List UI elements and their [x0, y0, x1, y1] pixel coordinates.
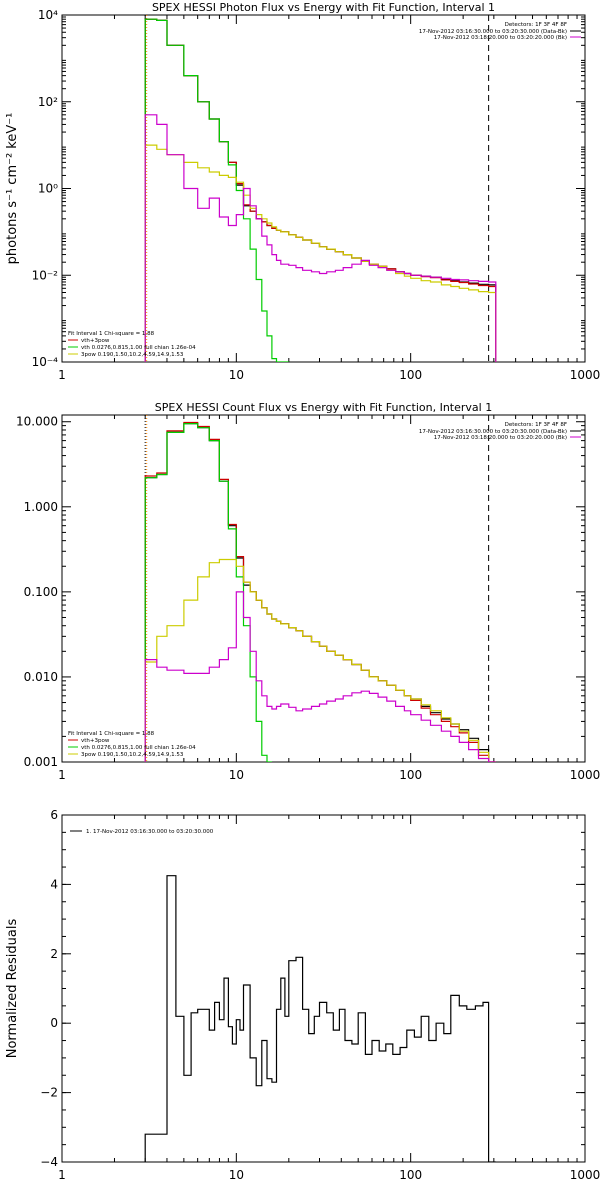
y-tick-label: 10⁻²	[32, 268, 59, 282]
series-line-3	[144, 423, 272, 762]
chart-title: SPEX HESSI Count Flux vs Energy with Fit…	[155, 401, 492, 414]
x-tick-label: 1	[58, 1168, 66, 1182]
chart-title: SPEX HESSI Photon Flux vs Energy with Fi…	[152, 1, 495, 14]
legend-entry: 17-Nov-2012 03:16:30.000 to 03:20:30.000…	[419, 429, 567, 435]
legend-entry: 17-Nov-2012 03:16:30.000 to 03:20:30.000…	[419, 29, 567, 35]
x-tick-label: 1	[58, 368, 66, 382]
legend-entry: 17-Nov-2012 03:18:20.000 to 03:20:20.000…	[434, 435, 567, 441]
legend-entry: 1. 17-Nov-2012 03:16:30.000 to 03:20:30.…	[86, 829, 214, 835]
series-line-5	[144, 591, 496, 762]
series-line-4	[144, 144, 497, 362]
chart-panel-2: SPEX HESSI Count Flux vs Energy with Fit…	[16, 401, 600, 782]
y-tick-label: 0.100	[24, 585, 58, 599]
detectors-label: Detectors: 1F 3F 4F 8F	[505, 22, 567, 28]
legend-entry: 3pow 0.190,1.50,10.2,4.59,14.9,1.53	[81, 352, 184, 358]
x-tick-label: 10	[229, 768, 244, 782]
series-line-5	[144, 114, 497, 362]
x-tick-label: 100	[399, 768, 422, 782]
y-tick-label: 0.001	[24, 755, 58, 769]
legend-entry: vth 0.0276,0.815,1.00 full chian 1.26e-0…	[81, 345, 196, 351]
detectors-label: Detectors: 1F 3F 4F 8F	[505, 422, 567, 428]
y-tick-label: −2	[40, 1086, 58, 1100]
y-tick-label: 10⁴	[38, 8, 58, 22]
legend-entry: vth+3pow	[81, 338, 110, 344]
series-line-4	[144, 558, 496, 762]
plot-frame	[61, 14, 586, 363]
x-tick-label: 1000	[570, 1168, 600, 1182]
fit-interval-label: Fit Interval 1 Chi-square = 1.88	[68, 331, 155, 337]
x-tick-label: 100	[399, 368, 422, 382]
y-tick-label: 10⁻⁴	[32, 355, 59, 369]
x-tick-label: 1	[58, 768, 66, 782]
legend-entry: vth+3pow	[81, 738, 110, 744]
legend-entry: vth 0.0276,0.815,1.00 full chian 1.26e-0…	[81, 745, 196, 751]
y-tick-label: 10⁰	[38, 182, 58, 196]
y-tick-label: 4	[50, 877, 58, 891]
fit-interval-label: Fit Interval 1 Chi-square = 1.88	[68, 731, 155, 737]
plot-frame	[61, 814, 586, 1163]
legend-entry: 3pow 0.190,1.50,10.2,4.59,14.9,1.53	[81, 752, 184, 758]
y-tick-label: −4	[40, 1155, 58, 1169]
y-tick-label: 10²	[38, 95, 58, 109]
x-tick-label: 1000	[570, 768, 600, 782]
x-tick-label: 100	[399, 1168, 422, 1182]
chart-panel-1: SPEX HESSI Photon Flux vs Energy with Fi…	[5, 1, 600, 382]
x-tick-label: 1000	[570, 368, 600, 382]
plot-frame	[61, 414, 586, 763]
chart-panel-3: 1 10 100 1000 −4 −2 0 2 4 6 Normalized Residuals 1.…	[5, 808, 600, 1182]
series-line-3	[144, 18, 289, 362]
x-tick-label: 10	[229, 1168, 244, 1182]
x-tick-label: 10	[229, 368, 244, 382]
y-axis-label: photons s⁻¹ cm⁻² keV⁻¹	[5, 113, 20, 265]
legend-entry: 17-Nov-2012 03:18:20.000 to 03:20:20.000…	[434, 35, 567, 41]
y-axis-label: Normalized Residuals	[5, 919, 20, 1059]
series-line-1	[144, 875, 496, 1162]
y-tick-label: 0	[50, 1016, 58, 1030]
y-tick-label: 0.010	[24, 670, 58, 684]
y-tick-label: 1.000	[24, 500, 58, 514]
y-tick-label: 10.000	[16, 415, 58, 429]
y-tick-label: 2	[50, 947, 58, 961]
y-tick-label: 6	[50, 808, 58, 822]
